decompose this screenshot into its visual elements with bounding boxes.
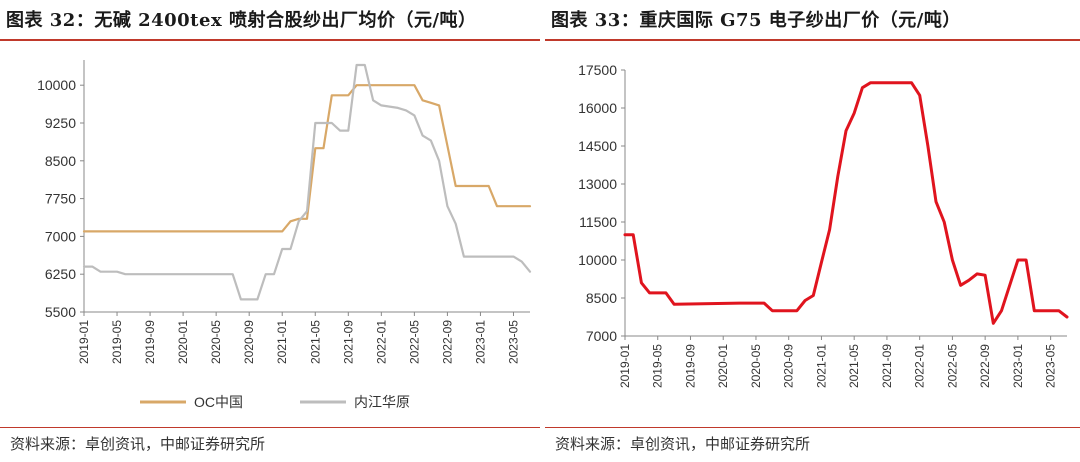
- x-tick-label: 2021-05: [847, 344, 861, 388]
- series-line-2: [82, 63, 532, 301]
- x-tick-label: 2020-01: [176, 320, 190, 364]
- x-tick-label: 2022-09: [440, 320, 454, 364]
- x-tick-label: 2023-01: [473, 320, 487, 364]
- x-tick-label: 2019-01: [618, 344, 632, 388]
- x-tick-label: 2022-09: [978, 344, 992, 388]
- title-rule: [545, 39, 1080, 41]
- x-tick-label: 2020-01: [716, 344, 730, 388]
- y-tick-label: 17500: [578, 62, 617, 78]
- y-tick-label: 10000: [37, 77, 76, 93]
- y-tick-label: 7000: [45, 228, 76, 244]
- x-tick-label: 2021-05: [308, 320, 322, 364]
- y-tick-label: 10000: [578, 252, 617, 268]
- y-tick-label: 8500: [45, 153, 76, 169]
- x-tick-label: 2023-01: [1011, 344, 1025, 388]
- x-tick-label: 2019-05: [110, 320, 124, 364]
- x-tick-label: 2019-09: [143, 320, 157, 364]
- source-rule: [0, 427, 540, 428]
- chart-panel-left: 图表 32：无碱 2400tex 喷射合股纱出厂均价（元/吨） 5500 6250…: [0, 10, 540, 453]
- y-tick-label: 11500: [579, 214, 617, 230]
- x-tick-label: 2022-01: [374, 320, 388, 364]
- y-tick-label: 5500: [45, 304, 76, 320]
- y-tick-label: 9250: [45, 115, 76, 131]
- chart-title: 图表 33：重庆国际 G75 电子纱出厂价（元/吨）: [551, 10, 961, 31]
- y-tick-label: 16000: [578, 100, 617, 116]
- x-tick-label: 2023-05: [506, 320, 520, 364]
- x-tick-label: 2021-01: [814, 344, 828, 388]
- x-tick-label: 2019-05: [651, 344, 665, 388]
- x-tick-label: 2021-01: [275, 320, 289, 364]
- chart-svg-left: 5500 6250 7000 7750 8500 9250 10000 2019-01 2019…: [37, 60, 532, 410]
- x-tick-label: 2022-05: [407, 320, 421, 364]
- x-tick-label: 2022-01: [913, 344, 927, 388]
- x-tick-label: 2020-09: [782, 344, 796, 388]
- series-line-1: [623, 81, 1069, 325]
- x-tick-label: 2020-05: [749, 344, 763, 388]
- x-tick-label: 2022-05: [945, 344, 959, 388]
- chart-source: 资料来源：卓创资讯，中邮证券研究所: [555, 435, 811, 453]
- chart-panel-right: 图表 33：重庆国际 G75 电子纱出厂价（元/吨） 7000 8500 10000…: [545, 0, 1080, 462]
- y-tick-label: 14500: [578, 138, 617, 154]
- x-tick-label: 2023-05: [1044, 344, 1058, 388]
- y-tick-label: 6250: [45, 266, 76, 282]
- x-tick-label: 2020-05: [209, 320, 223, 364]
- x-tick-label: 2019-09: [683, 344, 697, 388]
- legend-label: 内江华原: [354, 394, 410, 410]
- chart-source: 资料来源：卓创资讯，中邮证券研究所: [10, 435, 266, 453]
- y-tick-label: 8500: [586, 290, 617, 306]
- y-tick-label: 13000: [578, 176, 617, 192]
- x-tick-label: 2020-09: [242, 320, 256, 364]
- series-line-1: [82, 84, 532, 233]
- legend-label: OC中国: [194, 394, 243, 410]
- chart-title: 图表 32：无碱 2400tex 喷射合股纱出厂均价（元/吨）: [6, 10, 477, 31]
- x-tick-label: 2019-01: [77, 320, 91, 364]
- x-tick-label: 2021-09: [341, 320, 355, 364]
- chart-svg-right: 7000 8500 10000 11500 13000 14500 16000 17500 20…: [578, 62, 1069, 388]
- title-rule: [0, 39, 540, 41]
- source-rule: [545, 427, 1080, 428]
- y-tick-label: 7000: [586, 328, 617, 344]
- x-tick-label: 2021-09: [880, 344, 894, 388]
- y-tick-label: 7750: [45, 191, 76, 207]
